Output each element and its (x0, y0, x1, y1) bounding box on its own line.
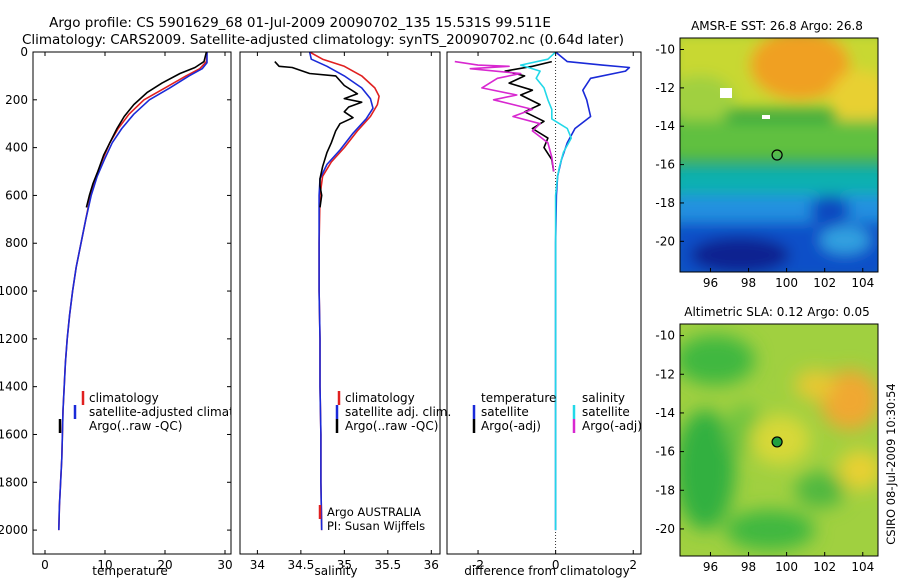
x-tick-label: -2 (472, 558, 484, 572)
note-pi: PI: Susan Wijffels (327, 519, 425, 533)
salinity-axis-label: salinity (314, 564, 357, 578)
salinity-panel: 34 34.5 35 35.5 36 salinity climatology sate… (239, 51, 451, 578)
x-tick-label: 34.5 (288, 558, 315, 572)
series-line-1 (58, 52, 208, 531)
y-tick-label: 2000 (0, 523, 28, 537)
legend-s-satellite: satellite (582, 405, 630, 419)
series-line-2 (519, 52, 572, 531)
x-tick-label: 0 (552, 558, 560, 572)
legend-climatology: climatology (89, 391, 159, 405)
y-tick-label: 1000 (0, 284, 28, 298)
legend-salinity-title: salinity (582, 391, 625, 405)
x-tick-label: 96 (703, 560, 718, 574)
x-tick-label: 98 (741, 276, 756, 290)
difference-axis-label: difference from climatology (464, 564, 630, 578)
difference-legend: temperature satellite Argo(-adj) salinit… (472, 391, 642, 433)
legend-argo: Argo(..raw -QC) (89, 419, 182, 433)
series-line-0 (309, 52, 380, 531)
sla-map: Altimetric SLA: 0.12 Argo: 0.05 96 98 100 1… (655, 305, 879, 574)
x-tick-label: 100 (775, 276, 798, 290)
sla-map-title: Altimetric SLA: 0.12 Argo: 0.05 (684, 305, 869, 319)
y-tick-label: -16 (655, 445, 675, 459)
y-tick-label: -12 (655, 367, 675, 381)
side-label: CSIRO 08-Jul-2009 10:30:54 (884, 383, 898, 544)
temperature-axis-label: temperature (92, 564, 167, 578)
header-line2: Climatology: CARS2009. Satellite-adjuste… (22, 32, 624, 48)
legend-t-satellite: satellite (481, 405, 529, 419)
series-line-0 (554, 52, 631, 531)
x-tick-label: 102 (813, 276, 836, 290)
y-tick-label: -20 (655, 522, 675, 536)
header-line1: Argo profile: CS 5901629_68 01-Jul-2009 … (49, 15, 551, 31)
note-argo-australia: Argo AUSTRALIA (327, 505, 421, 519)
y-tick-label: 400 (5, 141, 28, 155)
x-tick-label: 35.5 (374, 558, 401, 572)
sst-map-title: AMSR-E SST: 26.8 Argo: 26.8 (691, 19, 863, 33)
y-tick-label: 600 (5, 188, 28, 202)
y-tick-label: -10 (655, 329, 675, 343)
legend-temperature-title: temperature (481, 391, 556, 405)
x-tick-label: 102 (813, 560, 836, 574)
x-tick-label: 96 (703, 276, 718, 290)
x-tick-label: 2 (629, 558, 637, 572)
y-tick-label: -16 (655, 158, 675, 172)
y-tick-label: -18 (655, 483, 675, 497)
y-tick-label: 0 (20, 45, 28, 59)
legend-t-argo: Argo(-adj) (481, 419, 541, 433)
x-tick-label: 35 (337, 558, 352, 572)
float-location-marker (771, 436, 783, 448)
y-tick-label: 1400 (0, 380, 28, 394)
temperature-panel: 0 10 20 30 0 200 400 600 800 1000 1200 1400 1600 1800… (0, 45, 267, 578)
temperature-legend: climatology satellite-adjusted climatolo… (58, 391, 267, 433)
series-line-3 (454, 60, 555, 172)
x-tick-label: 0 (41, 558, 49, 572)
salinity-legend: climatology satellite adj. clim. Argo(..… (318, 391, 451, 533)
y-tick-label: -14 (655, 406, 675, 420)
x-tick-label: 98 (741, 560, 756, 574)
difference-panel: -2 0 2 difference from climatology tempera… (446, 51, 642, 578)
y-tick-label: -18 (655, 196, 675, 210)
y-tick-label: -10 (655, 43, 675, 57)
x-tick-label: 10 (97, 558, 112, 572)
x-tick-label: 20 (157, 558, 172, 572)
y-tick-label: -12 (655, 81, 675, 95)
x-tick-label: 36 (424, 558, 439, 572)
y-tick-label: 800 (5, 236, 28, 250)
legend-s-argo: Argo(-adj) (582, 419, 642, 433)
series-line-1 (308, 52, 374, 531)
sst-map: AMSR-E SST: 26.8 Argo: 26.8 96 98 100 102 10… (655, 19, 879, 290)
series-line-0 (58, 52, 208, 531)
x-tick-label: 100 (775, 560, 798, 574)
legend-satellite-adj: satellite adj. clim. (345, 405, 451, 419)
legend-climatology: climatology (345, 391, 415, 405)
float-location-marker (771, 149, 783, 161)
y-tick-label: 1600 (0, 427, 28, 441)
x-tick-label: 104 (851, 276, 874, 290)
y-tick-label: 1800 (0, 475, 28, 489)
y-tick-label: 1200 (0, 332, 28, 346)
legend-satellite-adjusted: satellite-adjusted climatology (89, 405, 267, 419)
x-tick-label: 34 (250, 558, 265, 572)
series-line-2 (85, 52, 208, 208)
legend-argo: Argo(..raw -QC) (345, 419, 438, 433)
x-tick-label: 30 (217, 558, 232, 572)
y-tick-label: 200 (5, 93, 28, 107)
series-line-2 (274, 61, 363, 208)
y-tick-label: -20 (655, 234, 675, 248)
y-tick-label: -14 (655, 119, 675, 133)
x-tick-label: 104 (851, 560, 874, 574)
